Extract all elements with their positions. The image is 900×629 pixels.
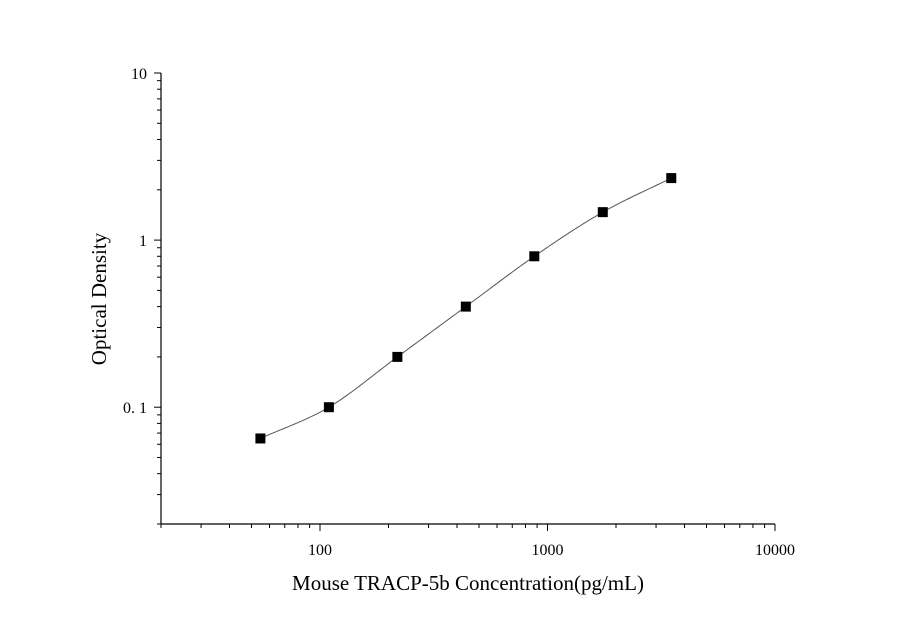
y-tick-labels: 10 1 0. 1: [123, 66, 147, 417]
data-point: [666, 173, 677, 184]
x-tick-label: 1000: [532, 542, 564, 559]
data-point: [529, 251, 540, 262]
x-tick-label: 100: [308, 542, 332, 559]
x-tick-label: 10000: [755, 542, 795, 559]
y-tick-label: 1: [139, 233, 147, 250]
data-points-layer: [255, 173, 677, 444]
data-point: [255, 433, 266, 444]
x-tick-labels: 100 1000 10000: [308, 542, 795, 559]
axes: [154, 72, 776, 531]
x-axis-title: Mouse TRACP-5b Concentration(pg/mL): [292, 571, 644, 595]
data-point: [323, 402, 334, 413]
data-point: [392, 351, 403, 362]
y-axis-title: Optical Density: [87, 232, 111, 365]
y-tick-label: 10: [131, 66, 147, 83]
data-point: [460, 301, 471, 312]
data-point: [597, 207, 608, 218]
y-tick-label: 0. 1: [123, 400, 147, 417]
